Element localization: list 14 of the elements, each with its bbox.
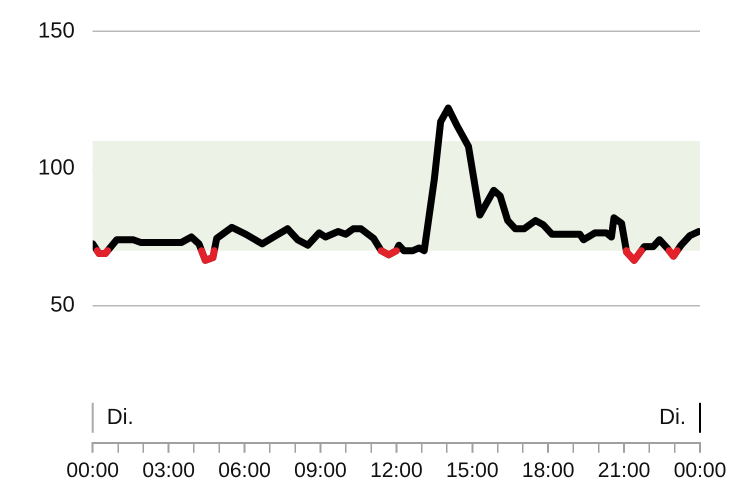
ref-line-label: Di. — [106, 404, 134, 429]
ref-line-label: Di. — [659, 404, 686, 429]
x-tick-label: 00:00 — [66, 459, 119, 482]
x-tick-label: 18:00 — [522, 459, 574, 482]
x-tick-label: 06:00 — [218, 459, 271, 482]
y-tick-label: 100 — [38, 154, 75, 180]
y-tick-label: 50 — [50, 292, 75, 317]
x-tick-label: 21:00 — [598, 459, 650, 482]
x-tick-label: 15:00 — [446, 459, 499, 482]
x-tick-label: 09:00 — [294, 459, 347, 482]
x-tick-label: 12:00 — [370, 459, 423, 482]
x-tick-label: 00:00 — [674, 459, 726, 482]
x-tick-label: 03:00 — [142, 459, 195, 482]
y-tick-label: 150 — [38, 17, 75, 42]
